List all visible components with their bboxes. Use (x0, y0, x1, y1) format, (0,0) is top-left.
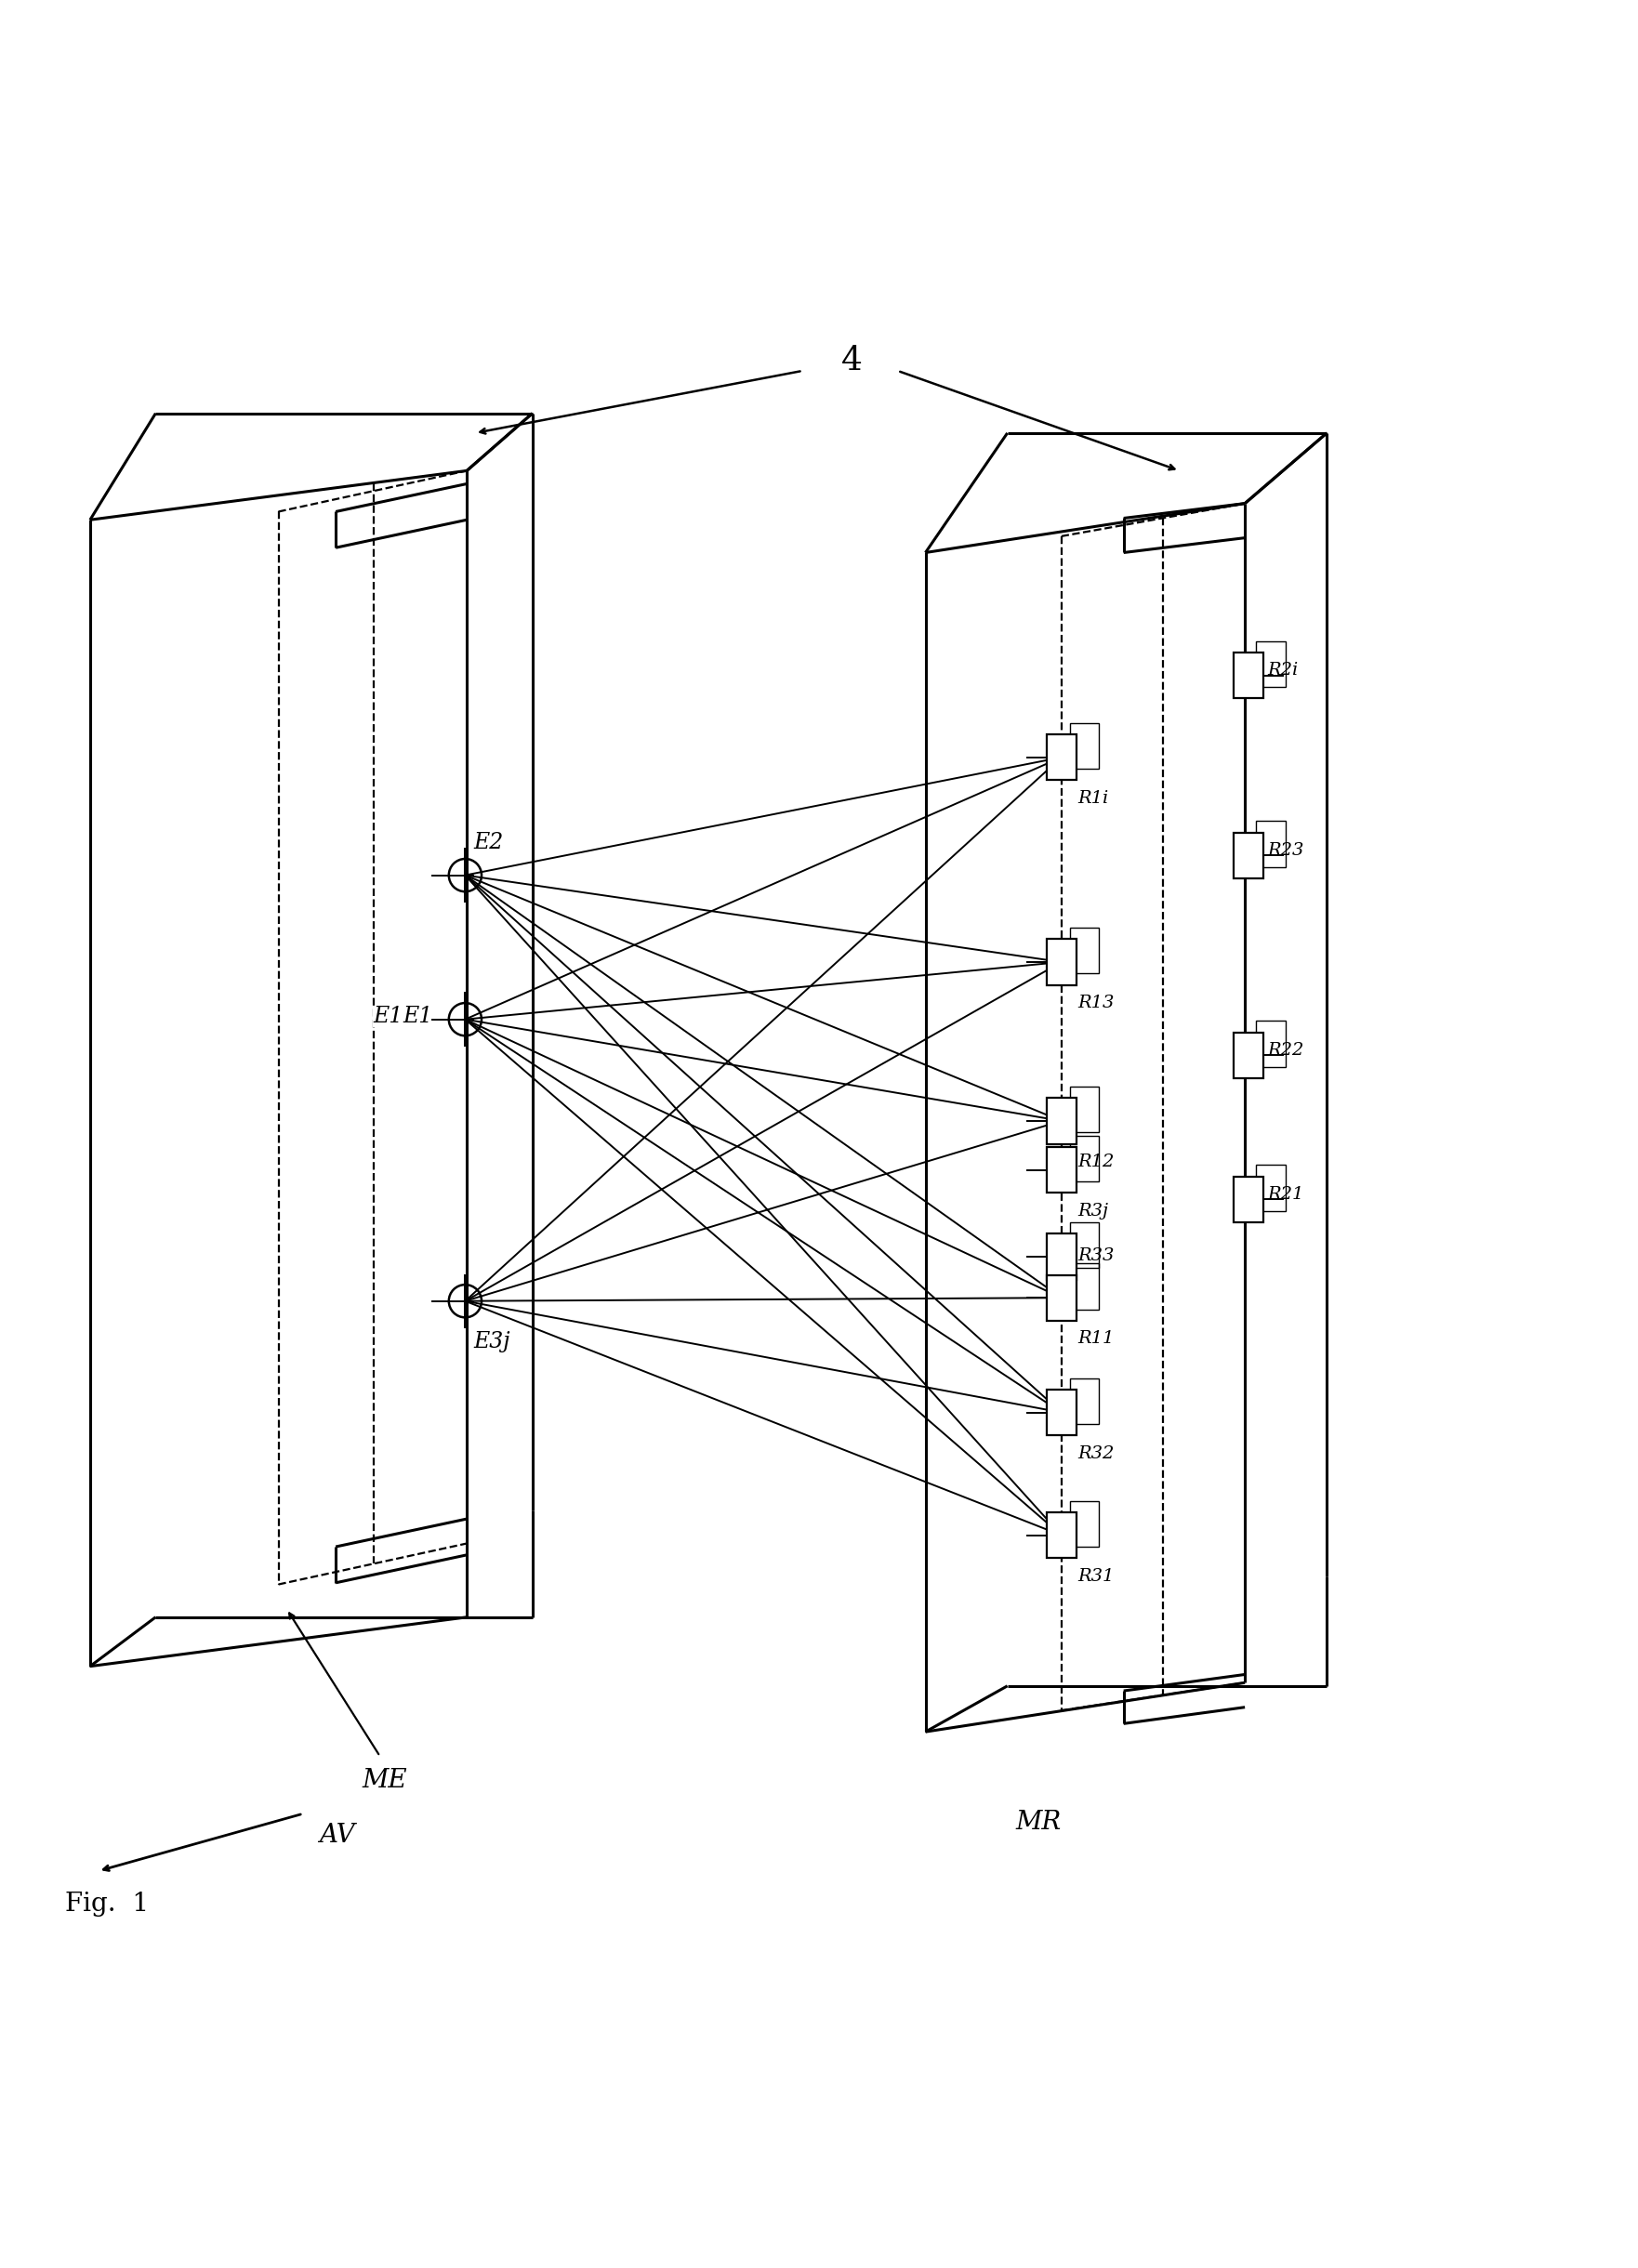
Text: R12: R12 (1078, 1154, 1114, 1170)
Text: ME: ME (362, 1769, 408, 1794)
FancyBboxPatch shape (1047, 1513, 1076, 1558)
Text: E3j: E3j (473, 1331, 509, 1352)
Text: R13: R13 (1078, 996, 1114, 1012)
FancyBboxPatch shape (1047, 939, 1076, 984)
FancyBboxPatch shape (1047, 1234, 1076, 1279)
Text: E1: E1 (373, 1005, 403, 1027)
Text: 4: 4 (840, 345, 863, 376)
Text: R31: R31 (1078, 1567, 1114, 1585)
Text: R21: R21 (1268, 1186, 1304, 1202)
FancyBboxPatch shape (1047, 735, 1076, 780)
FancyBboxPatch shape (1047, 1390, 1076, 1436)
FancyBboxPatch shape (1047, 1148, 1076, 1193)
Text: MR: MR (1016, 1810, 1061, 1835)
Text: R22: R22 (1268, 1041, 1304, 1059)
Text: R23: R23 (1268, 841, 1304, 860)
Text: R32: R32 (1078, 1445, 1114, 1463)
Text: R2i: R2i (1268, 662, 1299, 678)
Text: E1: E1 (373, 1005, 403, 1027)
FancyBboxPatch shape (1233, 653, 1263, 699)
Text: R3j: R3j (1078, 1202, 1109, 1220)
Text: R11: R11 (1078, 1331, 1114, 1347)
Text: Fig.  1: Fig. 1 (66, 1892, 149, 1916)
Text: E2: E2 (473, 832, 503, 853)
FancyBboxPatch shape (1233, 1032, 1263, 1077)
FancyBboxPatch shape (1233, 832, 1263, 878)
Text: R1i: R1i (1078, 789, 1109, 807)
FancyBboxPatch shape (1233, 1177, 1263, 1222)
Text: R33: R33 (1078, 1247, 1114, 1263)
FancyBboxPatch shape (1047, 1275, 1076, 1320)
FancyBboxPatch shape (1047, 1098, 1076, 1143)
Text: E1: E1 (403, 1005, 432, 1027)
Text: AV: AV (319, 1823, 355, 1848)
